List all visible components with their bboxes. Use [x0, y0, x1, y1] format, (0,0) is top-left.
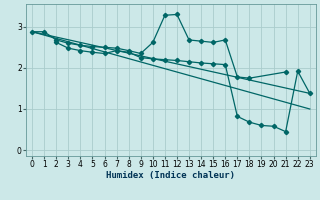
X-axis label: Humidex (Indice chaleur): Humidex (Indice chaleur) [107, 171, 236, 180]
